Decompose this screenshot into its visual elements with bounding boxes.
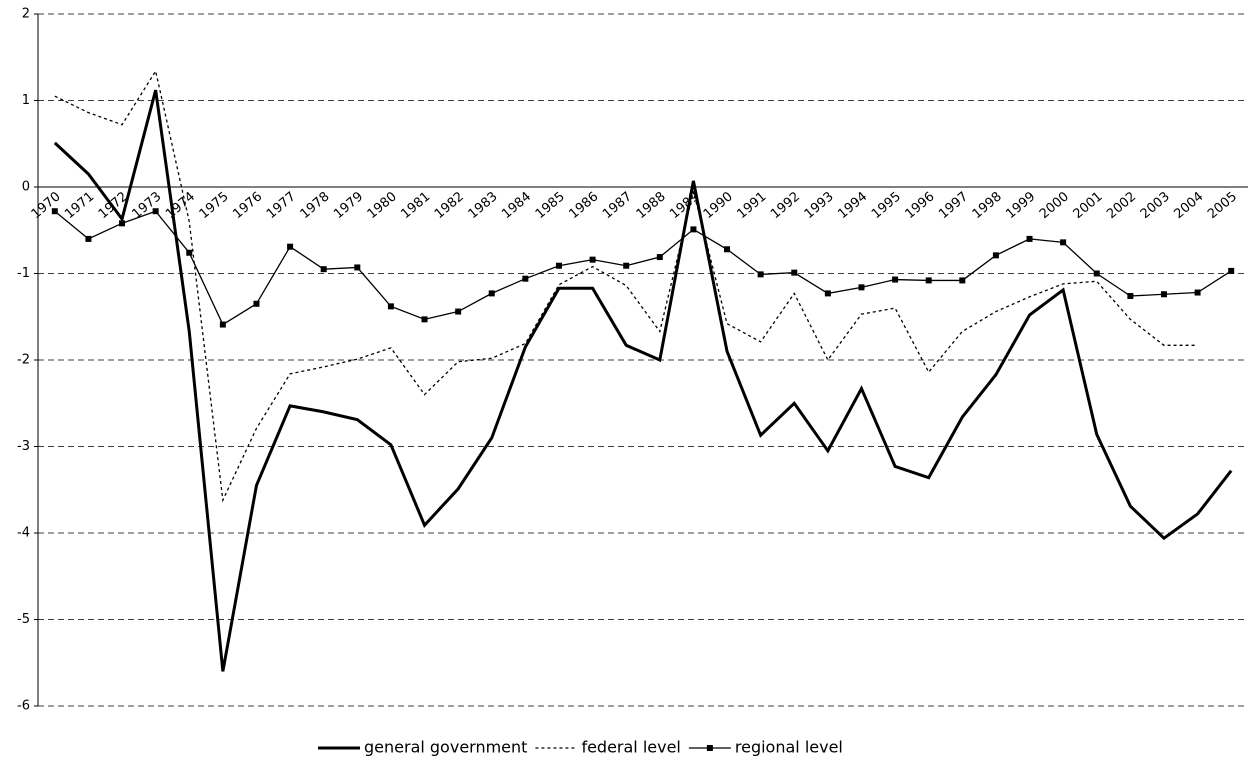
x-tick-label: 2002 xyxy=(1104,189,1139,222)
point-marker xyxy=(253,300,260,307)
point-marker xyxy=(623,262,630,269)
x-tick-label: 2005 xyxy=(1205,189,1240,222)
point-marker xyxy=(1060,239,1067,246)
x-tick-label: 1995 xyxy=(869,189,904,222)
x-tick-label: 1982 xyxy=(432,189,467,222)
x-tick-label: 1974 xyxy=(163,189,198,222)
x-tick-label: 1996 xyxy=(903,189,938,222)
x-tick-label: 1985 xyxy=(533,189,568,222)
legend-marker xyxy=(706,745,713,751)
point-marker xyxy=(85,235,92,242)
x-tick-label: 1993 xyxy=(802,189,837,222)
x-tick-label: 1973 xyxy=(129,189,164,222)
point-marker xyxy=(421,316,428,323)
point-marker xyxy=(522,275,529,282)
x-tick-label: 1978 xyxy=(298,189,333,222)
point-marker xyxy=(387,303,394,310)
point-marker xyxy=(690,226,697,233)
series-line xyxy=(54,69,1198,503)
x-tick-label: 2000 xyxy=(1037,189,1072,222)
x-tick-label: 1992 xyxy=(768,189,803,222)
point-marker xyxy=(925,277,932,284)
y-tick-label: 1 xyxy=(22,93,30,108)
point-marker xyxy=(1026,235,1033,242)
point-marker xyxy=(354,264,361,271)
x-tick-label: 1977 xyxy=(264,189,299,222)
x-tick-label: 2004 xyxy=(1171,189,1206,222)
x-tick-label: 2003 xyxy=(1138,189,1173,222)
point-marker xyxy=(320,266,327,273)
point-marker xyxy=(51,208,58,215)
point-marker xyxy=(656,254,663,261)
point-marker xyxy=(1194,289,1201,296)
series-line xyxy=(54,210,1232,326)
legend-label: federal level xyxy=(581,738,680,757)
series-line xyxy=(53,89,1233,672)
x-tick-label: 1981 xyxy=(398,189,433,222)
point-marker xyxy=(455,308,462,315)
legend-label: general government xyxy=(364,738,527,757)
y-tick-label: -6 xyxy=(17,699,30,714)
y-tick-label: -1 xyxy=(17,266,30,281)
x-tick-label: 1997 xyxy=(936,189,971,222)
point-marker xyxy=(219,321,226,328)
y-tick-label: 2 xyxy=(22,7,30,22)
x-tick-label: 1976 xyxy=(230,189,265,222)
point-marker xyxy=(1160,291,1167,298)
point-marker xyxy=(1127,292,1134,299)
x-tick-label: 1987 xyxy=(600,189,635,222)
x-tick-label: 1970 xyxy=(29,189,64,222)
point-marker xyxy=(555,262,562,269)
x-tick-label: 1998 xyxy=(970,189,1005,222)
point-marker xyxy=(287,243,294,250)
point-marker xyxy=(152,208,159,215)
point-marker xyxy=(488,290,495,297)
x-tick-label: 1986 xyxy=(566,189,601,222)
x-tick-label: 1984 xyxy=(499,189,534,222)
y-tick-label: -5 xyxy=(17,612,30,627)
point-marker xyxy=(757,271,764,278)
x-tick-label: 1988 xyxy=(634,189,669,222)
point-marker xyxy=(119,220,126,227)
point-marker xyxy=(824,290,831,297)
y-tick-label: -3 xyxy=(17,439,30,454)
point-marker xyxy=(186,249,193,256)
point-marker xyxy=(1228,267,1235,274)
point-marker xyxy=(791,269,798,276)
x-tick-label: 1990 xyxy=(701,189,736,222)
x-tick-label: 1975 xyxy=(197,189,232,222)
point-marker xyxy=(892,276,899,283)
x-tick-label: 1999 xyxy=(1003,189,1038,222)
x-tick-label: 1994 xyxy=(835,189,870,222)
x-tick-label: 1971 xyxy=(62,189,97,222)
x-tick-label: 1991 xyxy=(734,189,769,222)
point-marker xyxy=(1093,270,1100,277)
point-marker xyxy=(589,256,596,263)
y-tick-label: -2 xyxy=(17,353,30,368)
point-marker xyxy=(858,284,865,291)
y-tick-label: 0 xyxy=(22,180,30,195)
point-marker xyxy=(992,252,999,259)
x-tick-label: 1979 xyxy=(331,189,366,222)
point-marker xyxy=(959,277,966,284)
legend-label: regional level xyxy=(735,738,843,757)
point-marker xyxy=(724,246,731,253)
y-tick-label: -4 xyxy=(17,526,30,541)
x-tick-label: 2001 xyxy=(1071,189,1106,222)
x-tick-label: 1983 xyxy=(466,189,501,222)
x-tick-label: 1980 xyxy=(365,189,400,222)
